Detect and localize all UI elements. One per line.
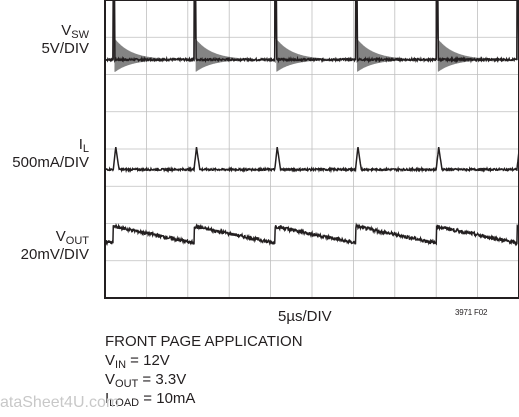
vout-trace bbox=[104, 222, 519, 247]
il-scale: 500mA/DIV bbox=[12, 154, 89, 171]
vsw-edge bbox=[435, 0, 439, 60]
vsw-ringing-envelope bbox=[114, 39, 519, 72]
x-axis-label: 5µs/DIV bbox=[278, 308, 332, 325]
il-trace bbox=[104, 146, 519, 174]
il-label: IL 500mA/DIV bbox=[12, 136, 89, 171]
condition-vout: VOUT = 3.3V bbox=[105, 371, 187, 390]
condition-iload: ILOAD = 10mA bbox=[105, 390, 196, 409]
vout-label: VOUT 20mV/DIV bbox=[20, 228, 89, 263]
condition-vin: VIN = 12V bbox=[105, 352, 170, 371]
plot-frame bbox=[104, 0, 519, 299]
vsw-trace bbox=[104, 0, 519, 64]
vsw-edge bbox=[274, 0, 277, 60]
vsw-scale: 5V/DIV bbox=[41, 40, 89, 57]
conditions-heading: FRONT PAGE APPLICATION bbox=[105, 333, 303, 350]
figure-id: 3971 F02 bbox=[455, 308, 488, 317]
vsw-edge bbox=[193, 0, 197, 60]
trace-group bbox=[104, 0, 519, 247]
vsw-edge bbox=[354, 0, 358, 60]
plot-grid bbox=[105, 0, 519, 298]
vsw-label: VSW 5V/DIV bbox=[41, 22, 89, 57]
watermark: ataSheet4U.com bbox=[0, 394, 120, 411]
vout-scale: 20mV/DIV bbox=[20, 246, 89, 263]
vsw-edge bbox=[112, 0, 116, 60]
